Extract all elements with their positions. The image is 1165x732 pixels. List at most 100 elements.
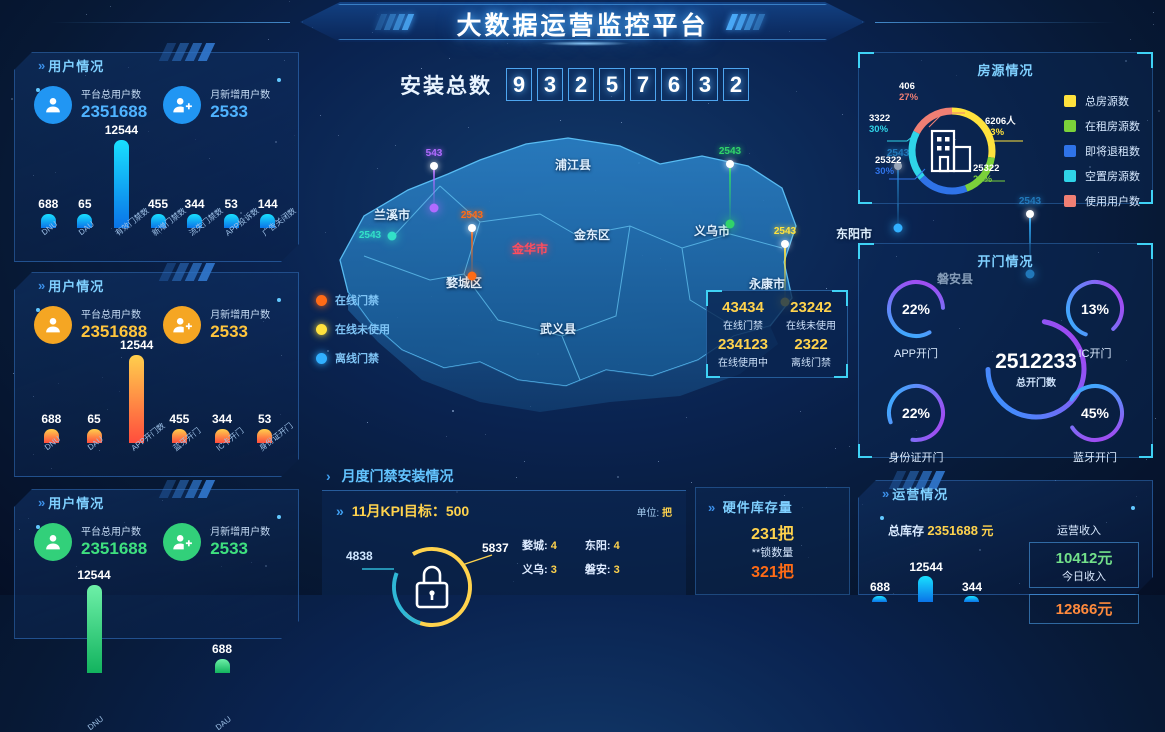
door-panel: 开门情况 2512233 总开门数 22% APP开门 (858, 243, 1153, 458)
today-income-box: 10412元 今日收入 (1029, 542, 1139, 588)
legend-label: 总房源数 (1085, 93, 1129, 109)
bar-value: 344 (212, 412, 232, 426)
user-bar-chart-3: 12544 DNU 688 DAU (30, 603, 286, 673)
door-gauge-0: 22% APP开门 (875, 276, 957, 361)
map-city-9[interactable]: 武义县 (540, 320, 576, 337)
operations-mini-chart: 688 12544 344 (872, 562, 1022, 602)
today-income-label: 今日收入 (1030, 568, 1138, 584)
install-digit-4: 7 (630, 68, 656, 101)
bar-value: 455 (169, 412, 189, 426)
install-digit-0: 9 (506, 68, 532, 101)
donut-label-value: 406 (899, 81, 918, 92)
stock-unit: 元 (981, 524, 993, 538)
map-pin-dot-2[interactable] (388, 232, 397, 241)
stat-label: 离线门禁 (791, 354, 831, 369)
bar-value: 688 (38, 197, 58, 211)
legend-dot (316, 324, 327, 335)
building-icon (932, 131, 970, 171)
map-pin-0[interactable] (430, 162, 438, 170)
legend-label: 在线未使用 (335, 321, 390, 337)
bar-value: 688 (212, 642, 232, 656)
operations-header: » 运营情况 (882, 480, 948, 506)
map-pin-dot (430, 204, 439, 213)
kpi-section-header: › 月度门禁安装情况 (326, 466, 454, 486)
donut-label-4: 6206人 43% (985, 113, 1016, 138)
header-line-left (50, 22, 290, 23)
housing-legend-item-0[interactable]: 总房源数 (1064, 93, 1140, 109)
door-gauge-3: 45% 蓝牙开门 (1054, 380, 1136, 465)
unit-label: 单位: (636, 508, 659, 519)
stock-value: 2351688 (927, 523, 978, 538)
map-pin-1[interactable] (468, 224, 476, 232)
map-stat-3: 2322 离线门禁 (791, 336, 831, 369)
page-title: 大数据运营监控平台 (300, 6, 865, 42)
hardware-value-0: 231把 (696, 524, 849, 545)
total-users-stat: 平台总用户数 2351688 (34, 523, 147, 561)
map-pin-5[interactable] (781, 240, 789, 248)
map-pin-dot (468, 272, 477, 281)
donut-segment-3 (912, 132, 922, 177)
panel-title: 用户情况 (48, 276, 104, 295)
door-gauge-2: 22% 身份证开门 (875, 380, 957, 465)
bar-value: 65 (78, 197, 91, 211)
legend-label: 空置房源数 (1085, 168, 1140, 184)
second-income-box: 12866元 (1029, 594, 1139, 624)
donut-label-pct: 30% (869, 124, 890, 135)
housing-legend-item-1[interactable]: 在租房源数 (1064, 118, 1140, 134)
stat-value: 2322 (791, 336, 831, 354)
kpi-unit: 单位: 把 (636, 504, 672, 519)
hardware-label-1: **锁数量 (696, 545, 849, 562)
stat-label: 月新增用户数 (210, 309, 270, 322)
op-bar-value: 12544 (909, 560, 942, 574)
map-city-6[interactable]: 婺城区 (446, 274, 482, 291)
panel-title: 用户情况 (48, 493, 104, 512)
map-city-5[interactable]: 金华市 (512, 240, 548, 257)
chevron-double-icon: » (336, 503, 341, 519)
user-summary: 平台总用户数 2351688 月新增用户数 2533 (34, 523, 270, 561)
kpi-left-value: 4838 (346, 549, 373, 563)
bar-value: 65 (87, 412, 100, 426)
legend-swatch (1064, 195, 1076, 207)
map-stat-1: 23242 在线未使用 (786, 299, 836, 332)
kpi-section-title: 月度门禁安装情况 (342, 468, 454, 484)
housing-legend-item-2[interactable]: 即将退租数 (1064, 143, 1140, 159)
map-pin-6[interactable] (1026, 210, 1034, 218)
legend-dot (316, 353, 327, 364)
panel-notch-icon (163, 263, 253, 281)
user-bar-chart-2: 688 DNU 65 DAU 12544 APP开门数 455 蓝牙开门 344 IC卡开门 53 身… (30, 323, 286, 443)
panel-header: » 用户情况 (38, 489, 104, 515)
legend-swatch (1064, 170, 1076, 182)
install-digit-2: 2 (568, 68, 594, 101)
housing-legend-item-4[interactable]: 使用用户数 (1064, 193, 1140, 209)
user-panel-3: » 用户情况 平台总用户数 2351688 月新增用户数 2533 12544 D… (14, 489, 299, 639)
donut-label-2: 25322 30% (875, 155, 901, 177)
legend-item-2[interactable]: 离线门禁 (316, 350, 390, 366)
panel-notch-icon (163, 480, 253, 498)
donut-label-1: 3322 30% (869, 113, 890, 135)
legend-item-1[interactable]: 在线未使用 (316, 321, 390, 337)
bar-value: 455 (148, 197, 168, 211)
chevron-right-icon: » (38, 58, 42, 73)
map-city-2[interactable]: 金东区 (574, 226, 610, 243)
op-bar-value: 344 (962, 580, 982, 594)
install-digit-5: 6 (661, 68, 687, 101)
bar-value: 12544 (120, 338, 153, 352)
housing-legend-item-3[interactable]: 空置房源数 (1064, 168, 1140, 184)
donut-label-pct: 26% (973, 174, 999, 185)
map-city-4[interactable]: 东阳市 (836, 225, 872, 242)
legend-item-0[interactable]: 在线门禁 (316, 292, 390, 308)
chevron-double-icon: » (882, 486, 886, 501)
door-gauge-pct: 22% (883, 276, 949, 342)
door-gauge-pct: 13% (1062, 276, 1128, 342)
chevron-right-icon: › (326, 468, 331, 484)
map-city-1[interactable]: 兰溪市 (374, 206, 410, 223)
legend-label: 使用用户数 (1085, 193, 1140, 209)
kpi-city-3: 磐安: 3 (585, 561, 620, 577)
map-stat-2: 234123 在线使用中 (718, 336, 768, 369)
kpi-city-value: 4 (551, 540, 557, 552)
map-city-0[interactable]: 浦江县 (555, 156, 591, 173)
donut-label-pct: 27% (899, 92, 918, 103)
op-bar-1 (918, 576, 933, 602)
map-pin-3[interactable] (726, 160, 734, 168)
door-title: 开门情况 (859, 244, 1152, 270)
